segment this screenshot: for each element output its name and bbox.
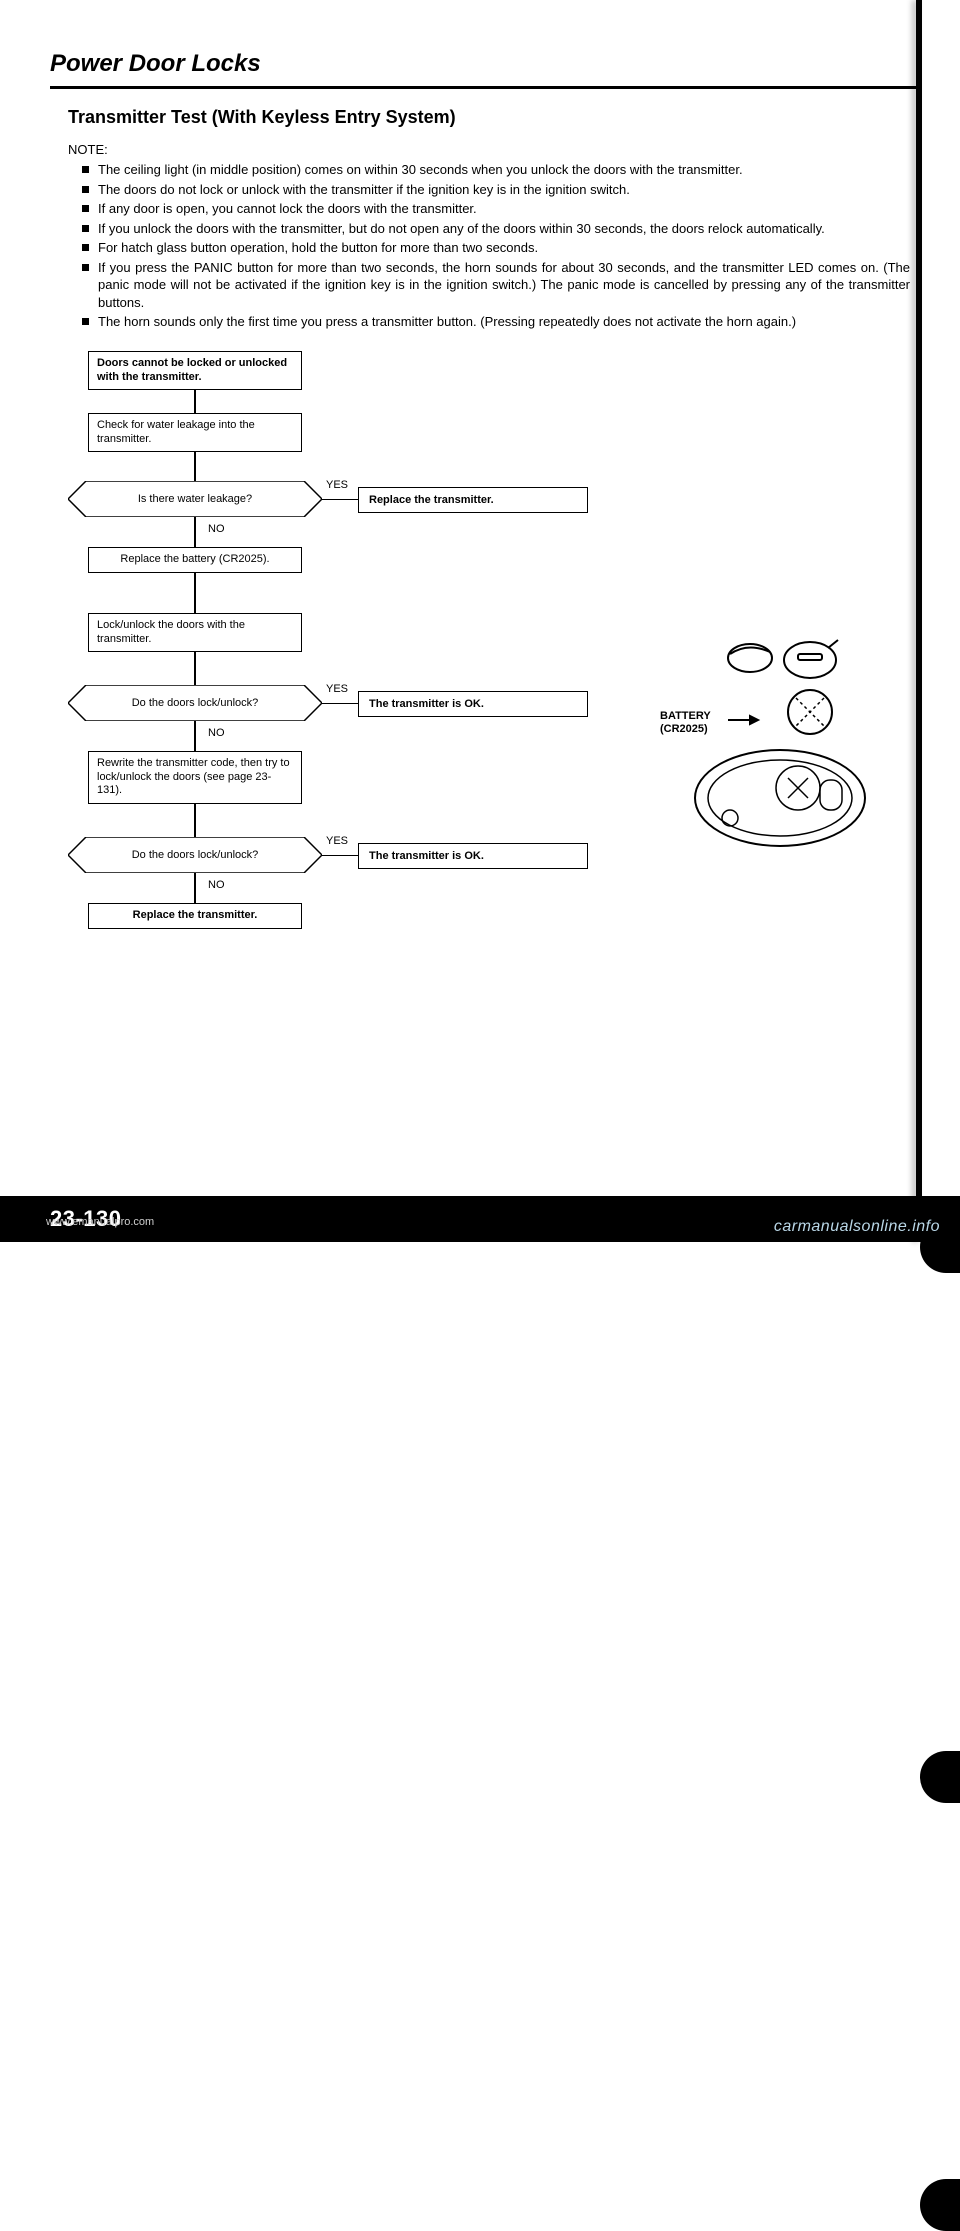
yes-label: YES [326, 835, 348, 847]
flow-step: Replace the battery (CR2025). [88, 547, 302, 573]
flow-terminal: Replace the transmitter. [88, 903, 302, 929]
note-label: NOTE: [68, 142, 920, 157]
flow-step: Check for water leakage into the transmi… [88, 413, 302, 453]
title-rule [50, 86, 920, 89]
section-subtitle: Transmitter Test (With Keyless Entry Sys… [68, 107, 920, 128]
note-item: If any door is open, you cannot lock the… [82, 200, 910, 218]
page-binding [916, 0, 922, 1242]
flow-terminal: The transmitter is OK. [358, 843, 588, 869]
flow-terminal: Replace the transmitter. [358, 487, 588, 513]
note-item: The horn sounds only the first time you … [82, 313, 910, 331]
page-title: Power Door Locks [50, 50, 920, 78]
yes-label: YES [326, 683, 348, 695]
note-item: If you unlock the doors with the transmi… [82, 220, 910, 238]
note-item: The ceiling light (in middle position) c… [82, 161, 910, 179]
no-label: NO [208, 879, 225, 891]
note-item: If you press the PANIC button for more t… [82, 259, 910, 312]
flow-decision: Do the doors lock/unlock? [68, 837, 322, 873]
note-item: The doors do not lock or unlock with the… [82, 181, 910, 199]
flowchart: Doors cannot be locked or unlocked with … [68, 351, 638, 1071]
yes-label: YES [326, 479, 348, 491]
flow-decision: Is there water leakage? [68, 481, 322, 517]
note-list: The ceiling light (in middle position) c… [82, 161, 910, 331]
note-item: For hatch glass button operation, hold t… [82, 239, 910, 257]
flow-decision: Do the doors lock/unlock? [68, 685, 322, 721]
watermark-site: carmanualsonline.info [774, 1218, 940, 1236]
flow-start: Doors cannot be locked or unlocked with … [88, 351, 302, 391]
flow-step: Lock/unlock the doors with the transmitt… [88, 613, 302, 653]
battery-label: BATTERY (CR2025) [660, 710, 711, 736]
no-label: NO [208, 523, 225, 535]
transmitter-illustration: BATTERY (CR2025) [660, 630, 880, 860]
no-label: NO [208, 727, 225, 739]
flow-step: Rewrite the transmitter code, then try t… [88, 751, 302, 804]
flow-terminal: The transmitter is OK. [358, 691, 588, 717]
watermark-source: www.emanualpro.com [46, 1216, 154, 1228]
